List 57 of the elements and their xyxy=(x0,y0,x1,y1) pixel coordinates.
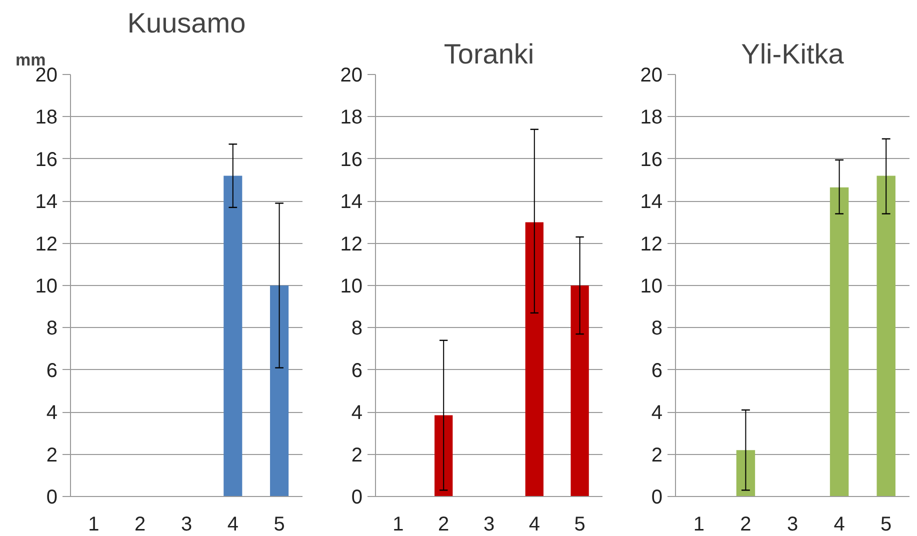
y-tick-label: 10 xyxy=(640,276,663,298)
x-tick-label: 4 xyxy=(528,514,540,536)
y-tick-label: 10 xyxy=(35,276,58,298)
y-tick-label: 18 xyxy=(35,106,58,129)
y-tick-label: 0 xyxy=(351,486,362,508)
y-tick-label: 0 xyxy=(46,486,58,508)
x-tick-label: 1 xyxy=(693,514,704,536)
y-tick-label: 16 xyxy=(35,148,58,171)
y-tick-label: 2 xyxy=(351,444,362,466)
y-tick-label: 2 xyxy=(46,444,58,466)
y-tick-label: 10 xyxy=(340,276,363,298)
x-tick-label: 5 xyxy=(880,514,892,536)
y-tick-label: 4 xyxy=(651,402,662,424)
y-tick-label: 2 xyxy=(651,444,662,466)
bar xyxy=(830,187,849,496)
x-tick-label: 5 xyxy=(274,514,285,536)
x-tick-label: 2 xyxy=(438,514,450,536)
y-tick-label: 12 xyxy=(640,233,663,256)
x-tick-label: 5 xyxy=(574,514,586,536)
y-tick-label: 18 xyxy=(640,106,663,129)
y-tick-label: 14 xyxy=(340,191,363,214)
chart-title: Toranki xyxy=(444,38,534,70)
y-tick-label: 6 xyxy=(651,360,662,382)
y-tick-label: 8 xyxy=(651,318,662,340)
y-tick-label: 12 xyxy=(340,233,363,256)
chart-title: Yli-Kitka xyxy=(741,38,844,70)
y-tick-label: 8 xyxy=(351,318,362,340)
y-tick-label: 18 xyxy=(340,106,363,129)
x-tick-label: 3 xyxy=(786,514,798,536)
y-tick-label: 4 xyxy=(351,402,362,424)
y-tick-label: 12 xyxy=(35,233,58,256)
y-tick-label: 16 xyxy=(640,148,663,171)
y-tick-label: 4 xyxy=(46,402,58,424)
x-tick-label: 2 xyxy=(134,514,146,536)
y-tick-label: 20 xyxy=(340,64,363,86)
x-tick-label: 3 xyxy=(483,514,495,536)
bar xyxy=(434,415,453,496)
bar xyxy=(736,450,756,496)
y-tick-label: 6 xyxy=(351,360,362,382)
bar xyxy=(525,222,544,496)
y-tick-label: 14 xyxy=(640,191,663,214)
y-tick-label: 6 xyxy=(46,360,58,382)
bar xyxy=(570,286,589,496)
y-tick-label: 0 xyxy=(651,486,662,508)
x-tick-label: 4 xyxy=(227,514,238,536)
x-tick-label: 4 xyxy=(834,514,845,536)
x-tick-label: 1 xyxy=(88,514,100,536)
y-tick-label: 20 xyxy=(640,64,663,86)
y-tick-label: 16 xyxy=(340,148,363,171)
y-tick-label: 20 xyxy=(35,64,58,86)
x-tick-label: 3 xyxy=(180,514,192,536)
y-tick-label: 8 xyxy=(46,318,58,340)
y-tick-label: 14 xyxy=(35,191,58,214)
bar xyxy=(876,176,896,496)
chart-title: Kuusamo xyxy=(127,8,246,38)
x-tick-label: 2 xyxy=(740,514,752,536)
x-tick-label: 1 xyxy=(392,514,404,536)
